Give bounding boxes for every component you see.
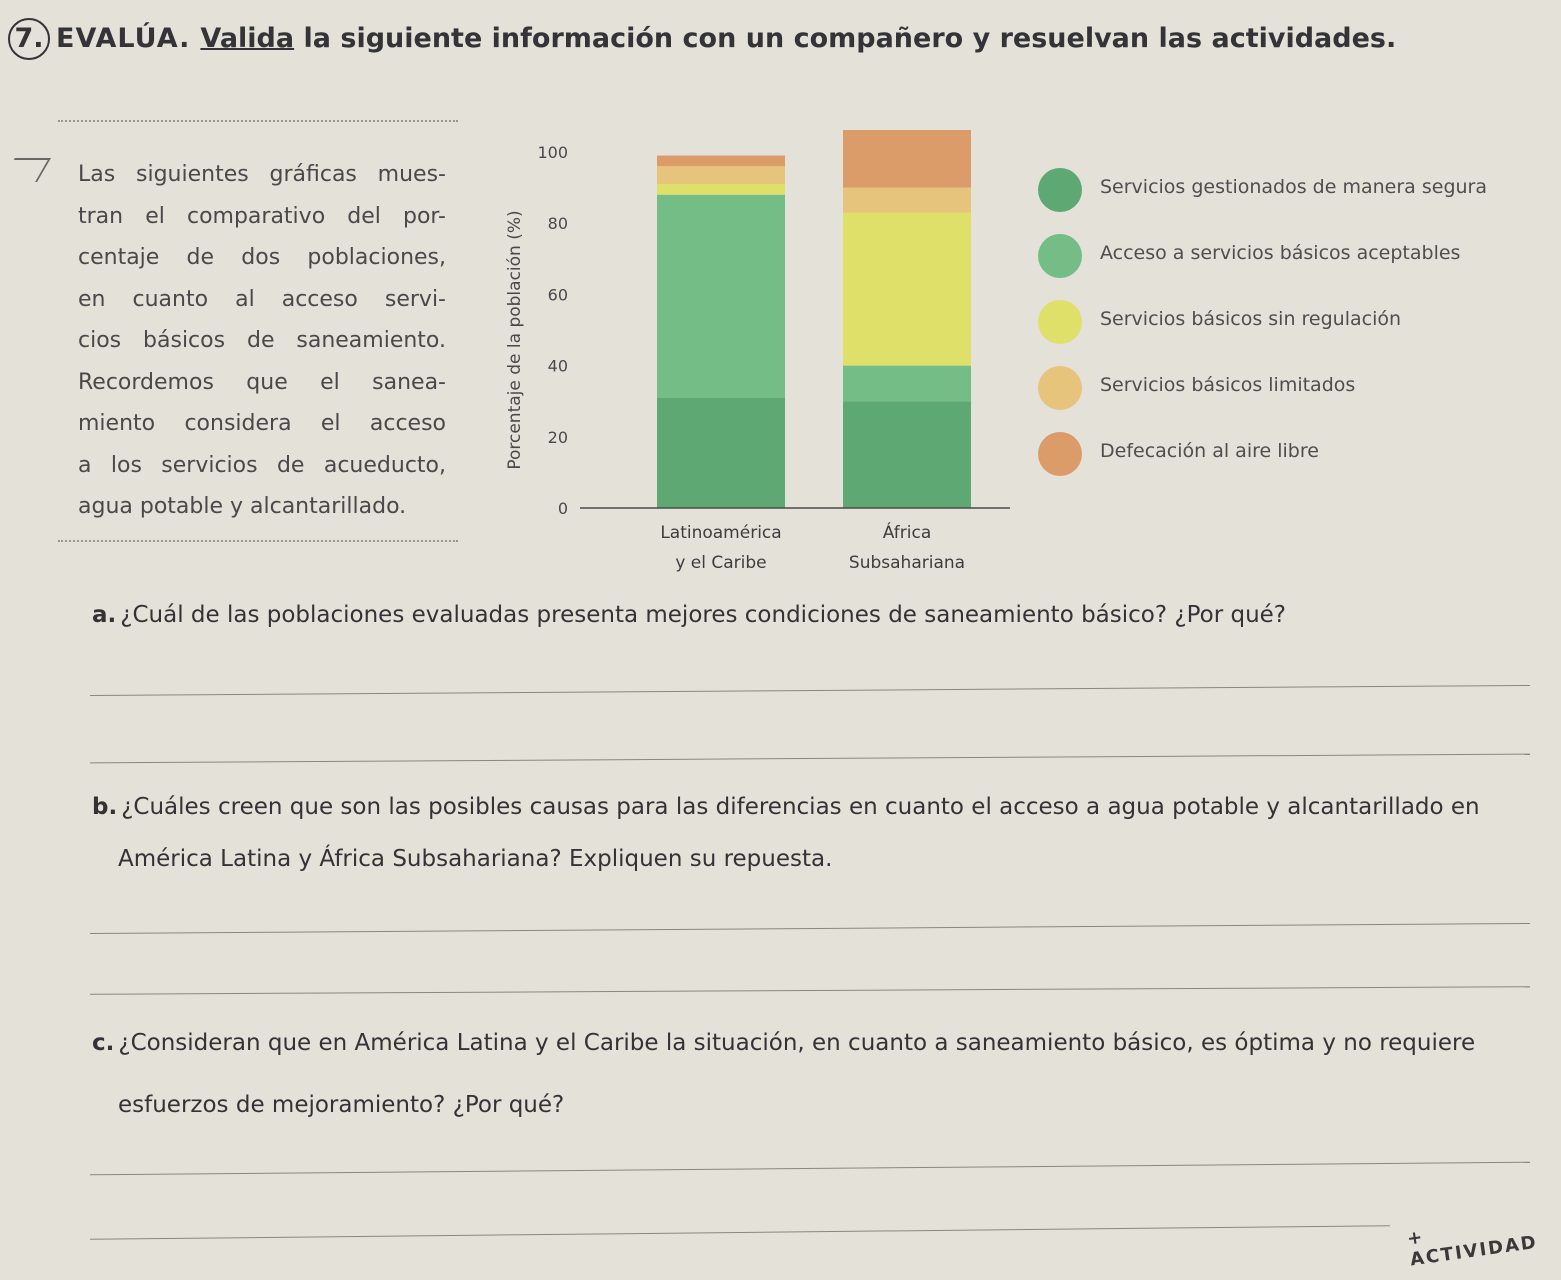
question-text: ¿Cuál de las poblaciones evaluadas prese…	[120, 602, 1287, 628]
bar-segment	[843, 187, 971, 213]
answer-line-a2[interactable]	[90, 753, 1530, 764]
instruction-keyword: Valida	[200, 23, 295, 54]
answer-line-a1[interactable]	[90, 684, 1530, 697]
question-letter: a.	[92, 602, 117, 628]
answer-line-c1[interactable]	[90, 1161, 1530, 1176]
answer-line-b2[interactable]	[90, 986, 1530, 995]
legend-dot-icon	[1038, 366, 1082, 410]
info-text: Las siguientes gráficas mues- tran el co…	[78, 154, 446, 528]
exercise-header: 7. EVALÚA. Valida la siguiente información…	[8, 18, 1548, 60]
question-b-continuation: América Latina y África Subsahariana? Ex…	[118, 846, 832, 872]
y-tick-label: 20	[548, 428, 568, 447]
y-tick-label: 60	[548, 285, 568, 304]
legend-label: Servicios básicos sin regulación	[1100, 308, 1402, 330]
question-a: a. ¿Cuál de las poblaciones evaluadas pre…	[92, 602, 1286, 628]
bar-segment	[843, 401, 971, 508]
bar-segment	[657, 397, 785, 508]
info-line: tran el comparativo del por-	[78, 203, 446, 229]
bar-segment	[657, 194, 785, 398]
question-text: ¿Cuáles creen que son las posibles causa…	[121, 794, 1480, 820]
corner-mark	[1, 158, 51, 182]
question-letter: c.	[92, 1030, 115, 1056]
legend-dot-icon	[1038, 300, 1082, 344]
question-c-continuation: esfuerzos de mejoramiento? ¿Por qué?	[118, 1092, 564, 1118]
info-line: Las siguientes gráficas mues-	[78, 162, 446, 187]
legend-label: Defecación al aire libre	[1100, 440, 1319, 462]
info-line: cios básicos de saneamiento.	[78, 328, 446, 353]
activity-stamp: + ACTIVIDAD	[1405, 1226, 1539, 1271]
legend-dot-icon	[1038, 168, 1082, 212]
bar-segment	[843, 130, 971, 188]
answer-line-b1[interactable]	[90, 922, 1530, 935]
question-text: ¿Consideran que en América Latina y el C…	[118, 1030, 1476, 1056]
question-letter: b.	[92, 794, 118, 820]
info-box: Las siguientes gráficas mues- tran el co…	[58, 120, 458, 542]
y-tick-label: 0	[558, 499, 568, 518]
question-c: c. ¿Consideran que en América Latina y el…	[92, 1030, 1475, 1056]
y-tick-label: 80	[548, 214, 568, 233]
bar-segment	[843, 212, 971, 366]
exercise-number: 7.	[8, 18, 50, 60]
legend-label: Servicios básicos limitados	[1100, 374, 1356, 396]
answer-line-c2[interactable]	[90, 1225, 1390, 1240]
info-line: agua potable y alcantarillado.	[78, 494, 407, 519]
bar-segment	[843, 365, 971, 402]
x-tick-label: Subsahariana	[849, 553, 965, 573]
y-tick-label: 100	[537, 143, 568, 162]
x-tick-label: África	[883, 521, 932, 543]
stacked-bar-chart: 0 20 40 60 80 100 Porcentaje de la población (…	[505, 130, 1010, 573]
question-text: América Latina y África Subsahariana? Ex…	[118, 846, 833, 872]
x-tick-label: y el Caribe	[675, 553, 766, 573]
bar-segment	[657, 184, 785, 195]
info-line: centaje de dos poblaciones,	[78, 245, 446, 270]
x-tick-label: Latinoamérica	[660, 523, 781, 543]
legend-dot-icon	[1038, 234, 1082, 278]
exercise-title: EVALÚA.	[56, 23, 191, 54]
y-tick-label: 40	[548, 357, 568, 376]
info-line: miento considera el acceso	[78, 411, 446, 436]
bar-segment	[657, 155, 785, 167]
legend-dot-icon	[1038, 432, 1082, 476]
instruction-text: la siguiente información con un compañer…	[303, 23, 1397, 54]
legend-label: Acceso a servicios básicos aceptables	[1100, 242, 1461, 264]
question-text: esfuerzos de mejoramiento? ¿Por qué?	[118, 1092, 565, 1118]
info-line: Recordemos que el sanea-	[78, 369, 446, 395]
y-axis-label: Porcentaje de la población (%)	[505, 210, 525, 469]
info-line: a los servicios de acueducto,	[78, 452, 446, 478]
info-line: en cuanto al acceso servi-	[78, 286, 446, 312]
legend-label: Servicios gestionados de manera segura	[1100, 176, 1487, 198]
bar-segment	[657, 166, 785, 185]
question-b: b. ¿Cuáles creen que son las posibles cau…	[92, 794, 1480, 820]
